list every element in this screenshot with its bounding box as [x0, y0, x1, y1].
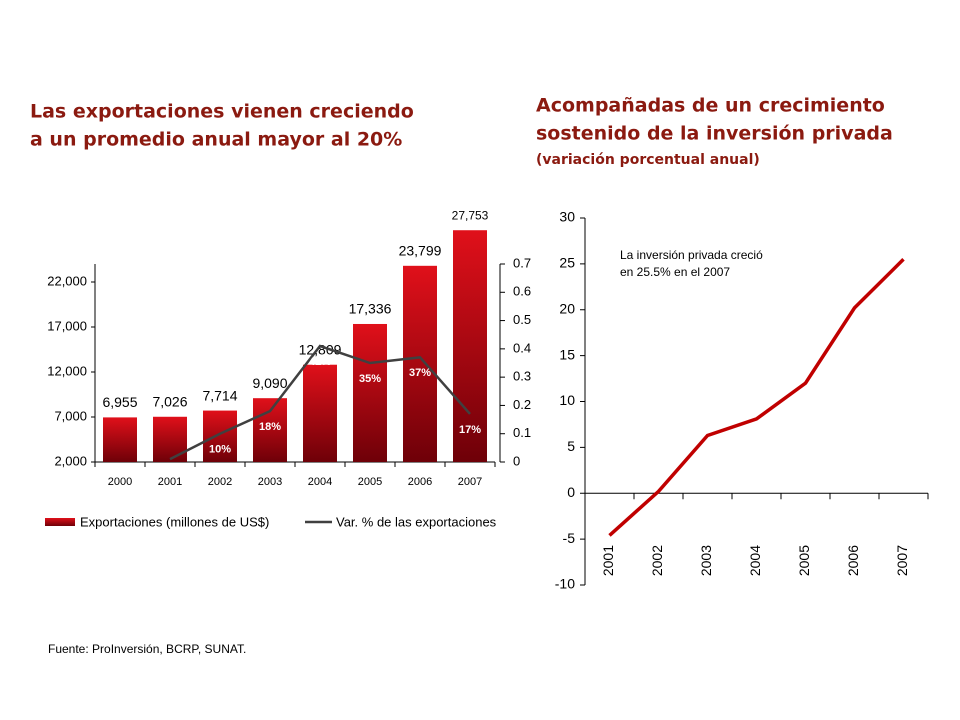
y2-tick-label: 0.5: [513, 312, 531, 327]
y2-tick-label: 0.6: [513, 284, 531, 299]
bar: [203, 410, 237, 462]
bar: [153, 416, 187, 462]
y-tick-label: 15: [559, 346, 575, 362]
left-title: Las exportaciones vienen creciendo: [30, 101, 414, 123]
line-label: 10%: [209, 444, 231, 456]
x-tick-label: 2007: [458, 476, 482, 488]
annotation: La inversión privada creció: [620, 248, 763, 262]
y-tick-label: 5: [567, 438, 575, 454]
annotation: en 25.5% en el 2007: [620, 265, 730, 279]
bar: [403, 265, 437, 462]
line-label: 18%: [259, 421, 281, 433]
x-tick-label: 2004: [747, 545, 763, 576]
y2-tick-label: 0.1: [513, 425, 531, 440]
x-tick-label: 2000: [108, 476, 132, 488]
legend-label: Exportaciones (millones de US$): [80, 514, 269, 529]
bar: [253, 398, 287, 462]
y-tick-label: 25: [559, 255, 575, 271]
y2-tick-label: 0.2: [513, 397, 531, 412]
x-tick-label: 2005: [796, 545, 812, 576]
bar-label: 9,090: [252, 375, 287, 391]
x-tick-label: 2001: [158, 476, 182, 488]
y-tick-label: -10: [555, 576, 575, 592]
legend-swatch: [45, 518, 75, 526]
right-subtitle: (variación porcentual anual): [536, 152, 760, 168]
x-tick-label: 2002: [208, 476, 232, 488]
y2-tick-label: 0.4: [513, 340, 531, 355]
y-tick-label: 2,000: [54, 453, 87, 468]
bar-label: 23,799: [399, 243, 442, 259]
bar: [353, 323, 387, 462]
x-tick-label: 2007: [894, 545, 910, 576]
bar-label: 12,809: [299, 341, 342, 357]
legend-label: Var. % de las exportaciones: [336, 514, 497, 529]
y-tick-label: 10: [559, 392, 575, 408]
bar-label: 7,026: [152, 393, 187, 409]
line-label: 41%: [309, 356, 331, 368]
y-tick-label: 0: [567, 484, 575, 500]
y-tick-label: 12,000: [47, 363, 87, 378]
bar: [303, 364, 337, 462]
line-label: 35%: [359, 373, 381, 385]
x-tick-label: 2003: [698, 545, 714, 576]
line: [169, 344, 471, 461]
line-label: 37%: [409, 367, 431, 379]
bar: [103, 417, 137, 462]
bar-label: 17,336: [349, 301, 392, 317]
x-tick-label: 2006: [845, 545, 861, 576]
y-tick-label: 20: [559, 300, 575, 316]
y-tick-label: 30: [559, 209, 575, 225]
right-title: sostenido de la inversión privada: [536, 123, 893, 145]
x-tick-label: 2005: [358, 476, 382, 488]
bar-label: 6,955: [102, 394, 137, 410]
y-tick-label: 7,000: [54, 408, 87, 423]
line-label: 17%: [459, 424, 481, 436]
right-title: Acompañadas de un crecimiento: [536, 95, 885, 117]
line: [608, 258, 905, 537]
bar-label: 7,714: [202, 387, 237, 403]
source: Fuente: ProInversión, BCRP, SUNAT.: [48, 642, 246, 656]
x-tick-label: 2004: [308, 476, 332, 488]
left-title: a un promedio anual mayor al 20%: [30, 129, 402, 151]
x-tick-label: 2001: [600, 545, 616, 576]
bar-label: 27,753: [452, 208, 489, 222]
bar: [453, 230, 487, 462]
x-tick-label: 2003: [258, 476, 282, 488]
y-tick-label: -5: [563, 530, 576, 546]
y2-tick-label: 0.7: [513, 255, 531, 270]
y-tick-label: 17,000: [47, 318, 87, 333]
y-tick-label: 22,000: [47, 273, 87, 288]
x-tick-label: 2006: [408, 476, 432, 488]
y2-tick-label: 0.3: [513, 369, 531, 384]
y2-tick-label: 0: [513, 453, 520, 468]
x-tick-label: 2002: [649, 545, 665, 576]
